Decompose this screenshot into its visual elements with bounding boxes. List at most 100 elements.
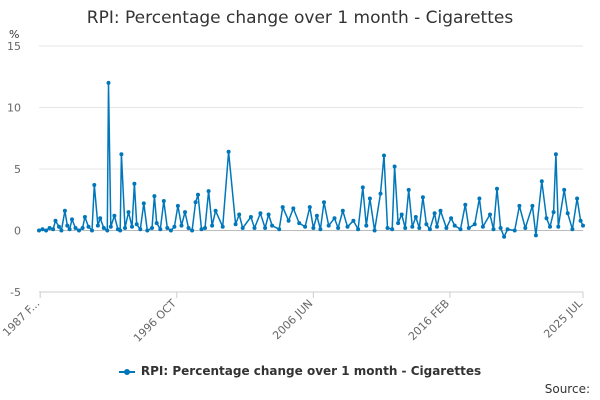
data-point [53, 218, 58, 223]
data-point [44, 228, 49, 233]
data-point [112, 213, 117, 218]
data-point [248, 215, 253, 219]
data-point [277, 227, 282, 232]
data-point [210, 223, 215, 228]
data-point [154, 221, 159, 226]
data-point [220, 224, 225, 229]
data-point [438, 208, 443, 213]
data-point [556, 224, 561, 229]
data-point [73, 226, 78, 230]
x-tick-label: 2006 JUN [270, 297, 315, 342]
data-point [466, 226, 471, 230]
data-point [108, 224, 113, 229]
data-point [172, 224, 177, 229]
data-point [392, 164, 397, 169]
data-point [291, 206, 296, 211]
data-point [491, 227, 496, 232]
data-point [150, 226, 154, 230]
data-point [297, 221, 302, 226]
data-point [382, 153, 386, 158]
data-point [158, 227, 163, 232]
data-point [179, 223, 184, 228]
data-point [105, 228, 110, 233]
data-point [270, 223, 275, 228]
data-point [141, 201, 146, 206]
data-point [553, 152, 558, 157]
data-point [77, 228, 81, 233]
data-point [575, 196, 580, 201]
data-point [480, 224, 485, 229]
data-point [183, 210, 187, 215]
data-point [51, 227, 56, 232]
data-point [332, 216, 337, 221]
data-point [193, 200, 198, 205]
data-point [336, 226, 341, 230]
data-point [472, 222, 477, 227]
data-point [175, 203, 180, 208]
data-point [206, 189, 211, 194]
data-point [495, 186, 499, 191]
series-group [37, 80, 585, 239]
data-point [517, 203, 522, 208]
x-tick-label: 2025 JUL [541, 296, 585, 340]
data-point [240, 226, 245, 230]
data-point [86, 224, 91, 229]
data-point [523, 226, 528, 230]
data-point [413, 215, 418, 219]
data-point [449, 216, 454, 221]
data-point [533, 233, 538, 238]
data-point [252, 226, 257, 230]
data-point [403, 226, 408, 230]
data-point [432, 211, 437, 216]
data-point [196, 192, 200, 197]
data-point [132, 181, 137, 186]
data-point [126, 210, 131, 215]
data-point [570, 227, 575, 232]
data-point [258, 211, 263, 216]
data-point [90, 228, 94, 233]
data-point [161, 199, 166, 203]
data-point [360, 185, 365, 190]
data-point [286, 218, 291, 223]
data-point [444, 226, 449, 230]
data-point [396, 221, 401, 226]
data-point [233, 222, 238, 227]
data-point [123, 226, 127, 230]
data-point [47, 226, 52, 230]
data-point [62, 208, 67, 213]
data-point [367, 196, 372, 201]
data-point [57, 224, 61, 229]
data-point [502, 234, 507, 239]
source-label: Source: [544, 382, 590, 396]
data-point [340, 208, 345, 213]
data-point [40, 227, 45, 232]
data-point [307, 205, 312, 210]
data-point [101, 226, 106, 230]
y-tick-label: 0 [14, 225, 21, 238]
data-point [417, 226, 422, 230]
data-point [356, 227, 361, 232]
series-line [38, 82, 584, 238]
y-tick-label: -5 [10, 286, 21, 299]
data-point [70, 217, 74, 222]
data-point [82, 215, 87, 219]
data-point [390, 227, 395, 232]
data-point [326, 223, 331, 228]
data-point [165, 226, 170, 230]
data-point [399, 212, 404, 217]
data-point [119, 152, 124, 157]
legend-label: RPI: Percentage change over 1 month - Ci… [140, 364, 482, 378]
data-point [59, 228, 64, 233]
legend[interactable]: RPI: Percentage change over 1 month - Ci… [0, 364, 600, 378]
data-point [512, 228, 517, 233]
data-point [118, 228, 123, 233]
data-point [424, 222, 429, 227]
data-point [280, 205, 285, 210]
y-unit-label: % [9, 28, 19, 41]
data-point [145, 228, 150, 233]
data-point [406, 187, 411, 192]
data-point [364, 223, 369, 228]
data-point [318, 227, 323, 232]
data-point [581, 223, 585, 228]
data-point [67, 227, 72, 232]
